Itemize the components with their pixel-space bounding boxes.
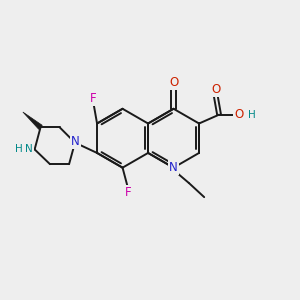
- Text: H: H: [248, 110, 255, 120]
- Text: N: N: [71, 135, 80, 148]
- Text: O: O: [234, 108, 243, 121]
- Text: H: H: [15, 144, 23, 154]
- Polygon shape: [23, 112, 42, 129]
- Text: N: N: [169, 161, 178, 174]
- Text: O: O: [211, 83, 220, 96]
- Text: F: F: [124, 186, 131, 199]
- Text: N: N: [26, 144, 33, 154]
- Text: O: O: [169, 76, 178, 89]
- Text: F: F: [90, 92, 97, 105]
